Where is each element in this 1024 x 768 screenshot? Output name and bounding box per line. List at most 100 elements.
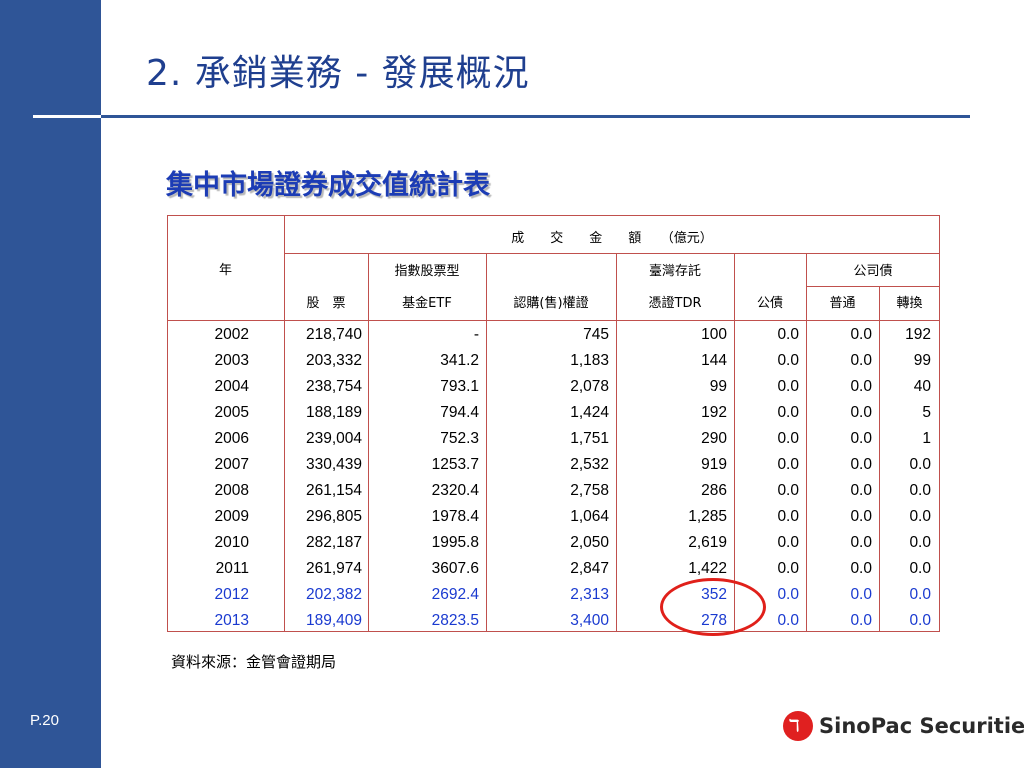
cell-warrant: 2,532 [570, 456, 609, 473]
cell-year: 2013 [214, 612, 249, 629]
cell-warrant: 1,424 [570, 404, 609, 421]
cell-tdr: 919 [701, 456, 727, 473]
cell-year: 2012 [214, 586, 249, 603]
highlight-circle [660, 578, 766, 636]
cell-stock: 261,154 [305, 482, 362, 499]
cell-gov: 0.0 [777, 534, 799, 551]
cell-warrant: 745 [583, 326, 609, 343]
cell-etf: 793.1 [440, 378, 479, 395]
cell-stock: 261,974 [305, 560, 362, 577]
cell-gov: 0.0 [777, 508, 799, 525]
table-grid [167, 215, 940, 632]
cell-warrant: 2,313 [570, 586, 609, 603]
cell-conv: 99 [913, 352, 931, 369]
cell-conv: 0.0 [909, 456, 931, 473]
cell-year: 2010 [214, 534, 249, 551]
cell-stock: 238,754 [305, 378, 362, 395]
cell-stock: 239,004 [305, 430, 362, 447]
table-row: 2003 203,332 341.2 1,183 144 0.0 0.0 99 [167, 348, 940, 374]
cell-warrant: 2,050 [570, 534, 609, 551]
table-row: 2010 282,187 1995.8 2,050 2,619 0.0 0.0 0.0 [167, 530, 940, 556]
table-row: 2002 218,740 - 745 100 0.0 0.0 192 [167, 322, 940, 348]
cell-year: 2002 [214, 326, 249, 343]
cell-reg: 0.0 [850, 482, 872, 499]
cell-warrant: 1,751 [570, 430, 609, 447]
table-row: 2013 189,409 2823.5 3,400 278 0.0 0.0 0.0 [167, 608, 940, 634]
header-tdr-top: 臺灣存託 [648, 264, 701, 279]
sinopac-logo-icon: ℸ [783, 711, 813, 741]
cell-gov: 0.0 [777, 352, 799, 369]
cell-tdr: 100 [701, 326, 727, 343]
header-corp-regular: 普通 [829, 296, 856, 311]
cell-etf: 2320.4 [431, 482, 479, 499]
table-row: 2006 239,004 752.3 1,751 290 0.0 0.0 1 [167, 426, 940, 452]
cell-etf: 1995.8 [431, 534, 479, 551]
cell-year: 2005 [214, 404, 249, 421]
cell-etf: 3607.6 [431, 560, 479, 577]
title-divider-left [33, 115, 101, 118]
cell-tdr: 1,285 [688, 508, 727, 525]
trading-value-table: 年 成 交 金 額 （億元） 股 票 指數股票型 基金ETF 認購(售)權證 臺… [167, 215, 940, 632]
cell-year: 2007 [214, 456, 249, 473]
header-etf-top: 指數股票型 [394, 264, 460, 279]
cell-stock: 202,382 [305, 586, 362, 603]
cell-reg: 0.0 [850, 612, 872, 629]
cell-warrant: 1,183 [570, 352, 609, 369]
cell-gov: 0.0 [777, 456, 799, 473]
cell-etf: 794.4 [440, 404, 479, 421]
cell-gov: 0.0 [777, 378, 799, 395]
cell-warrant: 1,064 [570, 508, 609, 525]
cell-reg: 0.0 [850, 378, 872, 395]
cell-conv: 192 [905, 326, 931, 343]
cell-reg: 0.0 [850, 352, 872, 369]
cell-reg: 0.0 [850, 430, 872, 447]
cell-tdr: 144 [701, 352, 727, 369]
cell-gov: 0.0 [777, 586, 799, 603]
cell-etf: 752.3 [440, 430, 479, 447]
header-gov-bond: 公債 [756, 296, 783, 311]
cell-etf: 341.2 [440, 352, 479, 369]
table-row: 2008 261,154 2320.4 2,758 286 0.0 0.0 0.0 [167, 478, 940, 504]
cell-stock: 218,740 [305, 326, 362, 343]
header-amount: 成 交 金 額 （億元） [511, 231, 713, 246]
cell-gov: 0.0 [777, 326, 799, 343]
cell-stock: 282,187 [305, 534, 362, 551]
cell-warrant: 2,758 [570, 482, 609, 499]
cell-etf: 1978.4 [431, 508, 479, 525]
cell-reg: 0.0 [850, 534, 872, 551]
cell-reg: 0.0 [850, 560, 872, 577]
source-note: 資料來源：金管會證期局 [171, 653, 337, 671]
table-row: 2005 188,189 794.4 1,424 192 0.0 0.0 5 [167, 400, 940, 426]
table-row: 2011 261,974 3607.6 2,847 1,422 0.0 0.0 0.0 [167, 556, 940, 582]
cell-conv: 0.0 [909, 612, 931, 629]
cell-etf: - [473, 326, 479, 343]
cell-gov: 0.0 [777, 612, 799, 629]
header-warrant: 認購(售)權證 [513, 296, 589, 311]
cell-year: 2009 [214, 508, 249, 525]
cell-stock: 296,805 [305, 508, 362, 525]
cell-year: 2003 [214, 352, 249, 369]
header-corp-convert: 轉換 [896, 296, 923, 311]
cell-conv: 0.0 [909, 560, 931, 577]
cell-reg: 0.0 [850, 326, 872, 343]
cell-tdr: 286 [701, 482, 727, 499]
cell-stock: 189,409 [305, 612, 362, 629]
cell-reg: 0.0 [850, 404, 872, 421]
header-stock: 股 票 [306, 296, 346, 311]
cell-conv: 40 [913, 378, 931, 395]
header-tdr-bottom: 憑證TDR [648, 296, 702, 311]
table-row: 2012 202,382 2692.4 2,313 352 0.0 0.0 0.0 [167, 582, 940, 608]
cell-etf: 1253.7 [431, 456, 479, 473]
cell-gov: 0.0 [777, 482, 799, 499]
cell-year: 2008 [214, 482, 249, 499]
sidebar-band [0, 0, 101, 768]
cell-stock: 203,332 [305, 352, 362, 369]
brand-name: SinoPac Securities [819, 714, 1024, 738]
cell-stock: 188,189 [305, 404, 362, 421]
cell-conv: 0.0 [909, 482, 931, 499]
table-row: 2009 296,805 1978.4 1,064 1,285 0.0 0.0 0.0 [167, 504, 940, 530]
cell-etf: 2823.5 [431, 612, 479, 629]
header-corp-bond: 公司債 [853, 264, 893, 279]
cell-reg: 0.0 [850, 456, 872, 473]
cell-reg: 0.0 [850, 586, 872, 603]
